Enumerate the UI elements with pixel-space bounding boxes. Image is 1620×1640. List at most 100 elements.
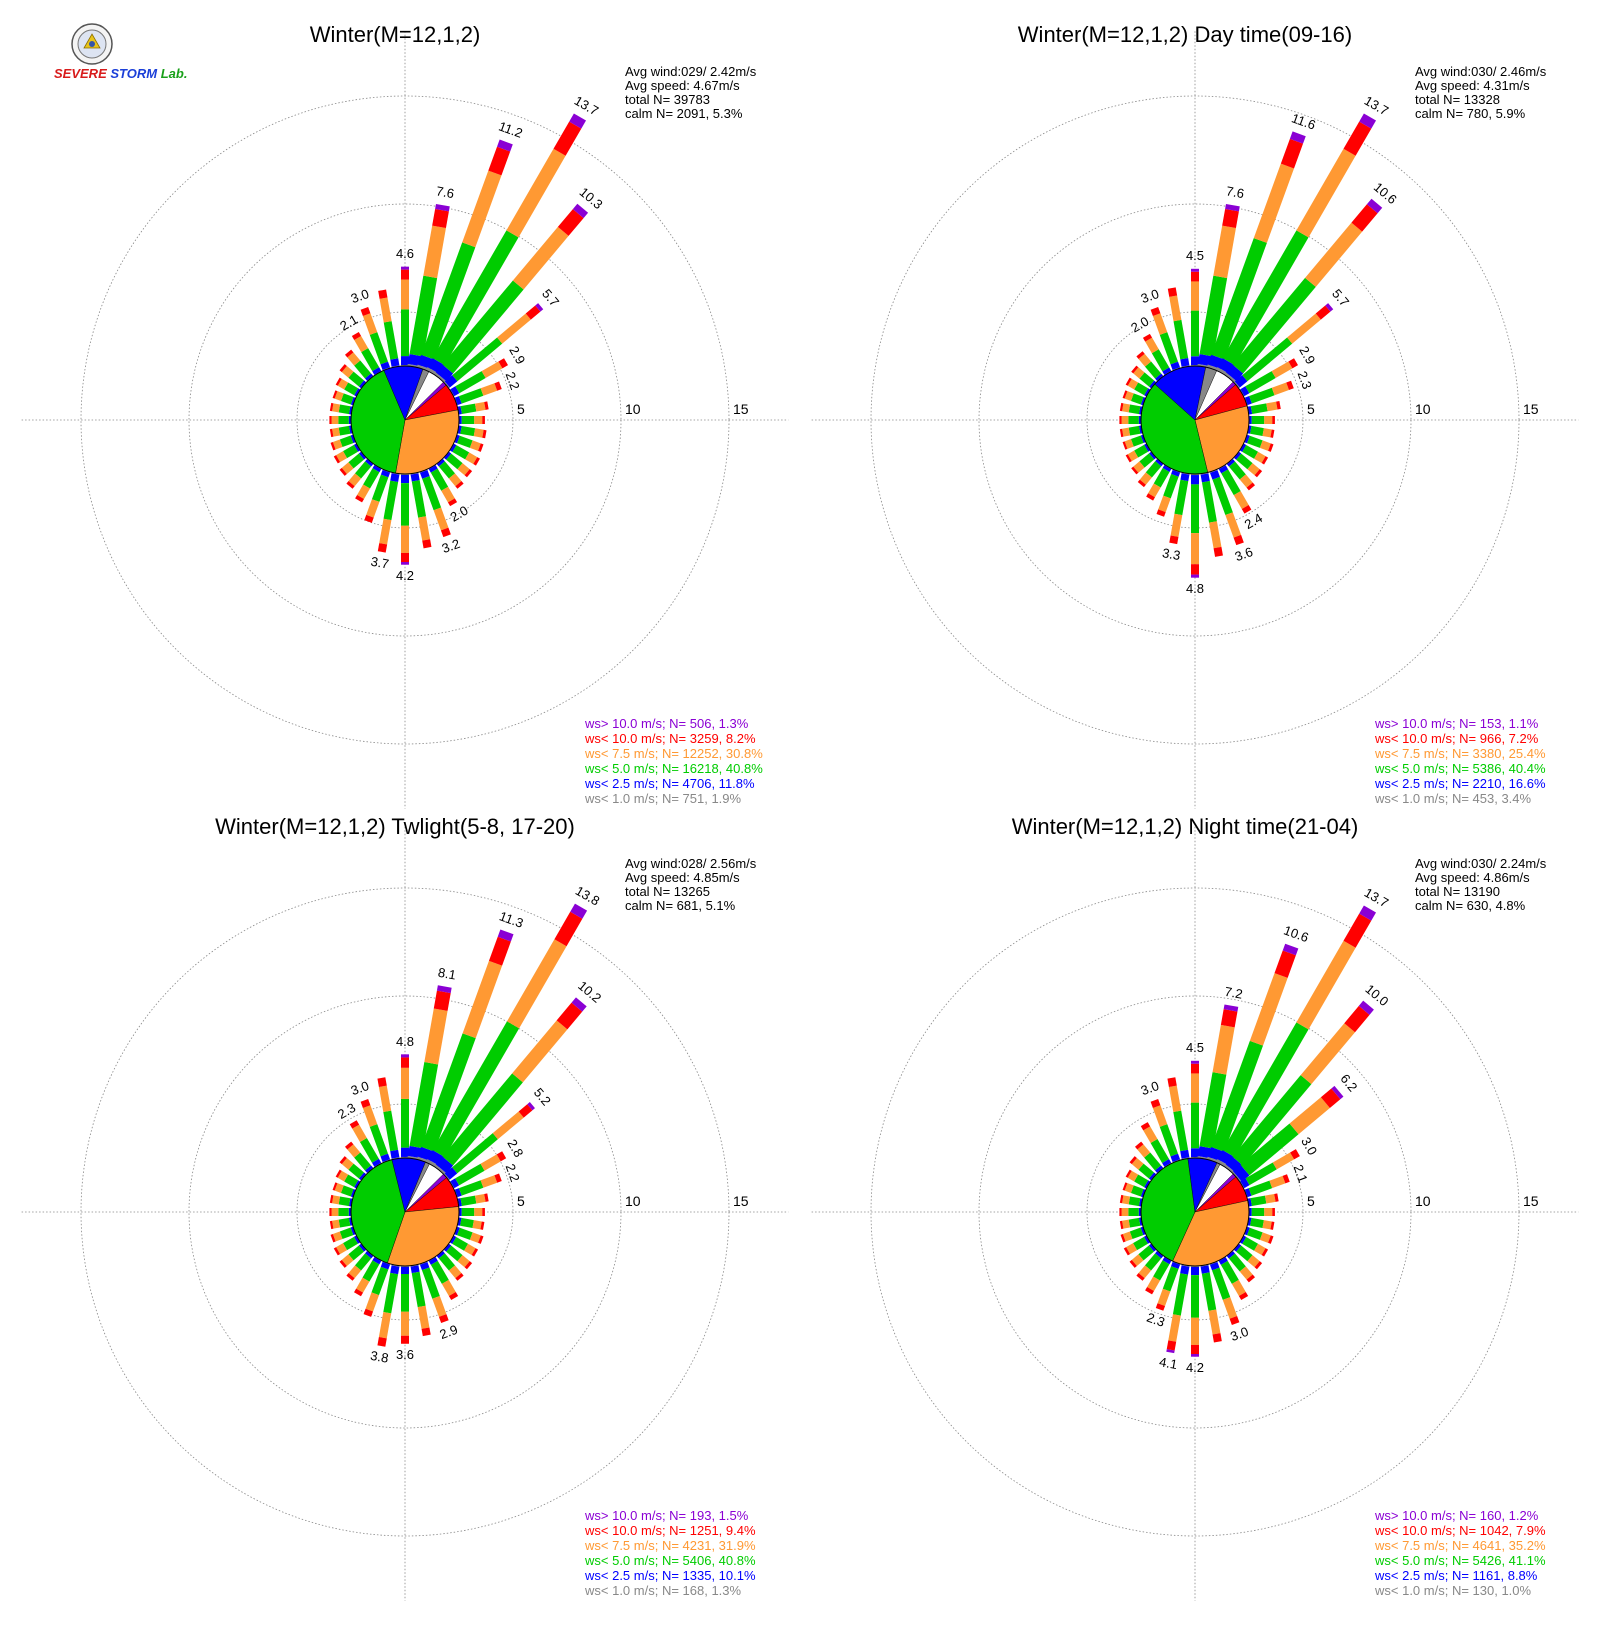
bar-segment xyxy=(428,465,438,473)
bar-segment xyxy=(1239,474,1253,488)
legend-entry: ws< 5.0 m/s; N= 5406, 40.8% xyxy=(584,1553,756,1568)
bar-segment xyxy=(1222,1022,1309,1158)
bar-segment xyxy=(421,1327,431,1337)
bar-segment xyxy=(1129,1259,1137,1268)
bar-segment xyxy=(1124,439,1134,449)
bar-segment xyxy=(365,459,374,467)
bar-segment xyxy=(465,452,478,465)
bar-segment xyxy=(1225,1156,1244,1174)
bar-segment xyxy=(334,1183,344,1193)
bar-label: 10.6 xyxy=(1282,922,1311,945)
bar-segment xyxy=(1238,1291,1249,1301)
bar-segment xyxy=(444,375,458,388)
bar-segment xyxy=(1134,444,1149,458)
bar-segment xyxy=(1153,1260,1170,1281)
bar-segment xyxy=(1254,1243,1266,1256)
bar-segment xyxy=(1272,1152,1295,1170)
bar-segment xyxy=(1171,469,1181,477)
bar-segment xyxy=(363,468,380,489)
stats-line: total N= 39783 xyxy=(625,92,710,107)
bar-segment xyxy=(1131,365,1139,374)
bar-segment xyxy=(1139,372,1155,387)
bar-segment xyxy=(1221,469,1241,496)
bar-segment xyxy=(421,242,476,360)
bar-segment xyxy=(350,397,356,406)
bar-segment xyxy=(1282,1174,1290,1184)
bar-segment xyxy=(457,435,473,448)
bar-segment xyxy=(340,1185,354,1197)
bar-segment xyxy=(1254,469,1263,478)
bar-segment xyxy=(1162,367,1172,375)
bar-segment xyxy=(363,1308,374,1317)
bar-segment xyxy=(1250,403,1268,414)
bar-segment xyxy=(1239,1266,1253,1280)
legend-entry: ws< 1.0 m/s; N= 168, 1.3% xyxy=(584,1583,742,1598)
bar-segment xyxy=(343,444,358,459)
bar-segment xyxy=(458,388,484,404)
bar-segment xyxy=(1120,1233,1126,1243)
bar-segment xyxy=(444,1167,458,1180)
bar-segment xyxy=(535,303,544,312)
bar-segment xyxy=(427,1150,445,1166)
bar-segment xyxy=(454,1226,460,1236)
bar-segment xyxy=(383,480,399,521)
bar-segment xyxy=(366,499,380,518)
bar-label: 4.5 xyxy=(1186,248,1204,263)
bar-segment xyxy=(365,1251,374,1259)
bar-segment xyxy=(446,1245,463,1262)
bar-segment xyxy=(457,1255,470,1268)
bar-segment xyxy=(1226,1251,1236,1259)
bar-segment xyxy=(1170,361,1181,370)
panel-title: Winter(M=12,1,2) Twlight(5-8, 17-20) xyxy=(215,814,575,839)
bar-segment xyxy=(338,1217,351,1228)
bar-segment xyxy=(1162,1266,1179,1292)
bar-segment xyxy=(1217,358,1235,375)
bar-segment xyxy=(1242,1236,1259,1251)
bar-segment xyxy=(450,443,457,453)
bar-label: 4.5 xyxy=(1186,1040,1204,1055)
bar-segment xyxy=(1211,1267,1231,1300)
bar-segment xyxy=(345,349,354,358)
bar-label: 3.3 xyxy=(1161,545,1181,563)
bar-segment xyxy=(1245,371,1276,394)
bar-segment xyxy=(430,1260,449,1284)
bar-segment xyxy=(1325,303,1334,312)
bar-segment xyxy=(338,425,351,436)
bar-segment xyxy=(457,1227,473,1240)
ring-label: 5 xyxy=(1307,1193,1315,1209)
bar-segment xyxy=(435,364,454,382)
bar-segment xyxy=(383,1272,399,1314)
bar-segment xyxy=(1122,1182,1128,1191)
legend-entry: ws< 1.0 m/s; N= 453, 3.4% xyxy=(1374,791,1532,806)
bar-segment xyxy=(354,336,369,353)
bar-segment xyxy=(1209,1262,1220,1271)
bar-segment xyxy=(380,469,391,478)
bar-segment xyxy=(457,463,470,476)
bar-label: 3.0 xyxy=(1298,1134,1320,1157)
bar-segment xyxy=(1247,463,1260,476)
bar-label: 3.0 xyxy=(349,1078,371,1098)
bar-segment xyxy=(1144,1180,1151,1189)
bar-segment xyxy=(469,1232,481,1243)
bar-segment xyxy=(354,461,372,479)
bar-segment xyxy=(1240,1123,1299,1176)
legend-entry: ws< 10.0 m/s; N= 1251, 9.4% xyxy=(584,1523,756,1538)
bar-segment xyxy=(362,313,378,335)
wind-rose-panel-4: 5 10 154.57.210.613.710.06.23.02.13.04.24.… xyxy=(811,814,1579,1601)
bar-segment xyxy=(1245,1162,1277,1186)
bar-segment xyxy=(377,1077,387,1088)
bar-segment xyxy=(1162,465,1172,473)
bar-label: 2.9 xyxy=(438,1322,460,1342)
bar-segment xyxy=(421,1267,440,1299)
center-pie-outline xyxy=(350,365,460,475)
bar-segment xyxy=(361,348,380,372)
bar-segment xyxy=(344,382,359,396)
bar-segment xyxy=(1201,481,1217,523)
bar-segment xyxy=(432,208,449,229)
bar-segment xyxy=(1138,1245,1154,1261)
bar-segment xyxy=(1137,479,1146,488)
bar-segment xyxy=(332,403,341,413)
logo-lab: Lab. xyxy=(160,66,188,81)
bar-segment xyxy=(364,514,374,523)
bar-segment xyxy=(1212,1024,1235,1075)
